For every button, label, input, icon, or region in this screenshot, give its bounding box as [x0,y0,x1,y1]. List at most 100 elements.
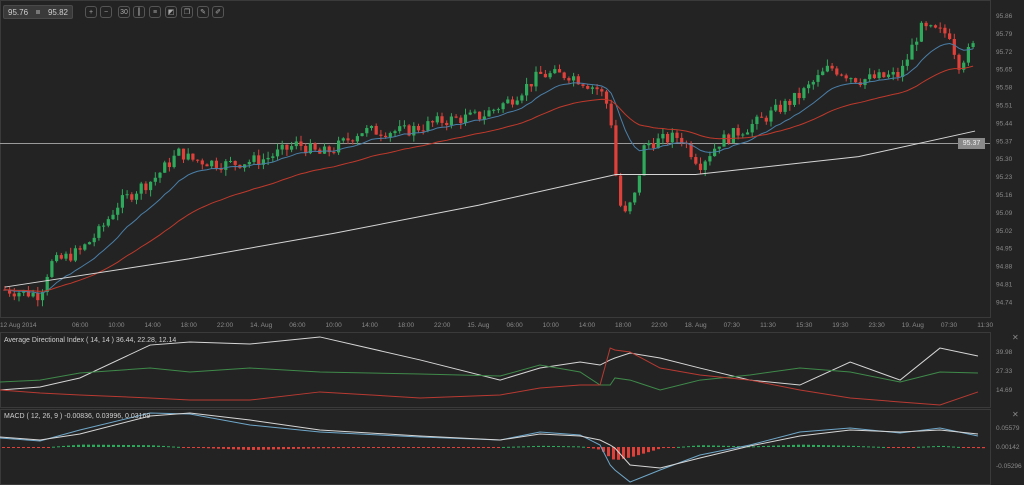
histogram-bar [2,447,5,448]
candle-body [214,160,219,168]
histogram-bar [142,445,145,447]
histogram-bar [442,447,445,448]
candle-body [463,114,468,124]
histogram-bar [562,446,565,448]
histogram-bar [347,447,350,449]
candle-body [125,194,129,196]
candle-body [849,78,853,80]
candle-body [680,137,684,143]
candle-body [792,92,797,105]
histogram-bar [697,445,700,447]
candle-body [144,183,148,191]
candle-body [388,133,392,138]
candle-body [562,72,566,79]
histogram-bar [467,447,470,448]
candle-body [962,62,966,70]
histogram-bar [497,447,500,448]
time-tick: 10:00 [543,322,560,329]
candle-body [694,157,698,164]
candle-body [294,141,298,147]
adx-tick: 27.33 [996,368,1013,375]
zoom-in-button[interactable]: + [85,6,97,18]
histogram-bar [527,446,530,448]
histogram-bar [17,447,20,448]
candlestick-button[interactable]: ┃ [133,6,145,18]
histogram-bar [682,446,685,448]
histogram-bar [517,446,520,448]
candle-body [675,132,679,138]
price-tick: 95.51 [996,103,1013,110]
price-tick: 95.09 [996,210,1013,217]
time-tick: 18:00 [398,322,415,329]
histogram-bar [852,445,855,447]
candle-body [496,109,501,111]
indicators-button[interactable]: ≡ [149,6,161,18]
candle-body [623,205,627,212]
candle-body [304,145,308,154]
candle-body [755,116,759,125]
histogram-bar [267,447,270,450]
timeframe-button[interactable]: 30 [118,6,130,18]
histogram-bar [72,445,75,447]
candle-body [821,71,825,76]
candle-body [337,140,341,153]
candle-body [64,253,68,259]
histogram-bar [52,446,55,448]
histogram-bar [932,446,935,448]
histogram-bar [202,447,205,449]
copy-button[interactable]: ❐ [181,6,193,18]
candle-body [224,161,228,170]
candle-body [454,116,458,118]
candle-body [45,276,49,293]
candle-body [952,38,956,55]
chart-type-button[interactable]: ◩ [165,6,177,18]
time-tick: 19. Aug [902,322,924,329]
candle-body [877,72,881,79]
candle-body [543,73,548,78]
candle-body [553,69,557,74]
candle-body [196,159,200,161]
histogram-bar [787,445,790,447]
macd-tick: 0.05579 [996,425,1020,432]
histogram-bar [317,447,320,449]
histogram-bar [542,445,545,447]
candle-body [651,143,656,149]
histogram-bar [222,447,225,449]
candle-body [153,177,157,182]
candle-body [322,146,327,154]
histogram-bar [152,445,155,447]
candle-body [130,194,134,200]
histogram-bar [767,445,770,447]
histogram-bar [557,446,560,448]
price-range-input[interactable]: 95.76 95.82 [3,5,73,19]
close-macd-button[interactable]: ✕ [1012,410,1019,419]
time-tick: 22:00 [434,322,451,329]
close-adx-button[interactable]: ✕ [1012,333,1019,342]
histogram-bar [752,446,755,448]
histogram-bar [452,447,455,448]
price-tick: 95.72 [996,49,1013,56]
range-handle[interactable] [36,10,40,14]
candle-body [416,125,421,131]
candle-body [280,144,284,150]
histogram-bar [87,444,90,447]
edit-button[interactable]: ✎ [197,6,209,18]
histogram-bar [447,447,450,448]
histogram-bar [182,447,185,448]
histogram-bar [437,447,440,448]
histogram-bar [942,445,945,447]
adx-tick: 14.69 [996,387,1013,394]
zoom-out-button[interactable]: − [100,6,112,18]
histogram-bar [322,447,325,449]
histogram-bar [872,446,875,448]
candle-body [689,144,693,158]
candle-body [111,214,115,220]
minus-di-line [0,347,979,406]
candle-body [966,47,971,63]
histogram-bar [492,447,495,448]
draw-button[interactable]: ✐ [212,6,224,18]
histogram-bar [92,444,95,447]
macd-label: MACD ( 12, 26, 9 ) -0.00836, 0.03996, 0.… [4,413,151,420]
histogram-bar [552,445,555,447]
